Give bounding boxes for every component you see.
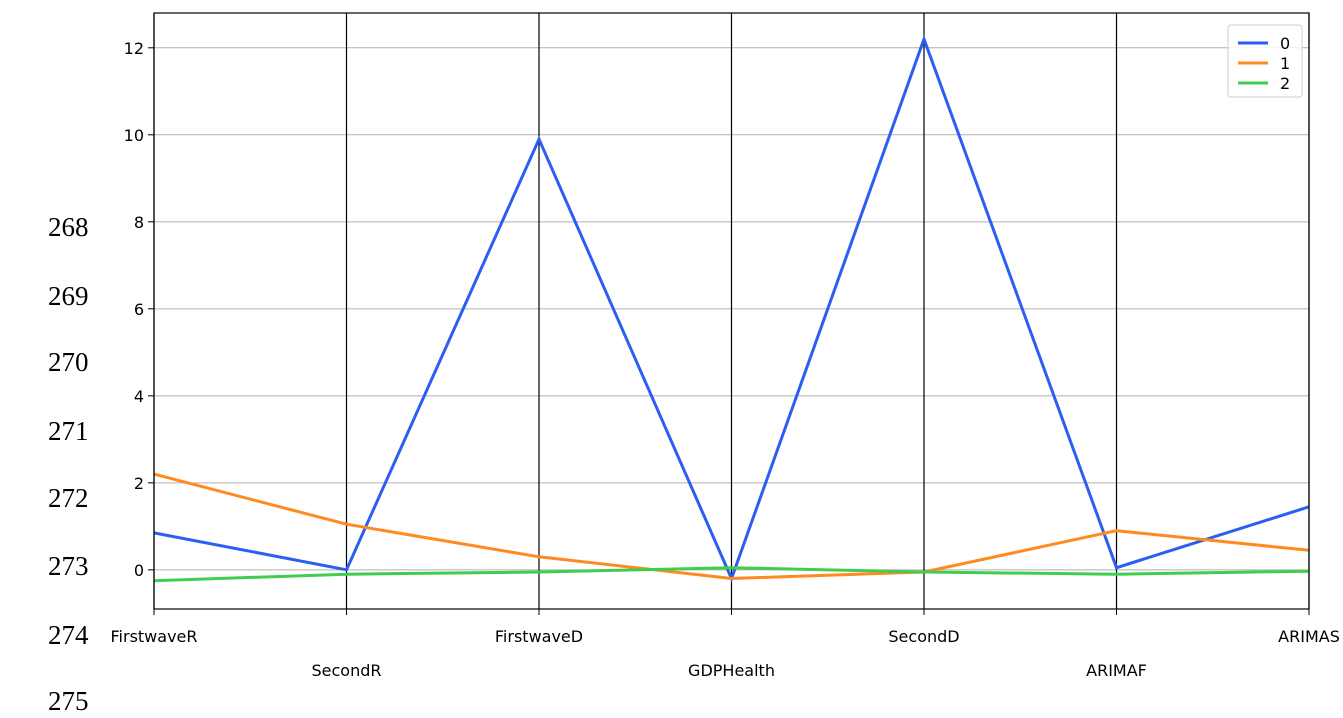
x-tick-label: GDPHealth [688, 661, 775, 680]
line-number: 275 [48, 686, 89, 716]
y-tick-label: 2 [134, 474, 144, 493]
y-tick-label: 0 [134, 561, 144, 580]
legend-box [1227, 24, 1303, 98]
line-number: 273 [48, 551, 89, 581]
x-tick-label: FirstwaveR [111, 627, 198, 646]
y-axis-ticks: 0 2 4 6 8 10 12 [124, 39, 154, 580]
series-line-1 [153, 472, 1310, 581]
legend: 012 [1227, 24, 1303, 98]
line-number: 274 [48, 620, 89, 650]
y-tick-label: 10 [124, 126, 144, 145]
line-number: 269 [48, 281, 89, 311]
line-number: 270 [48, 347, 89, 377]
y-tick-label: 4 [134, 387, 144, 406]
legend-label: 0 [1280, 34, 1290, 53]
x-tick-label: ARIMAS [1278, 627, 1340, 646]
legend-label: 2 [1280, 74, 1290, 93]
line-number: 268 [48, 212, 89, 242]
y-tick-label: 12 [124, 39, 144, 58]
y-tick-label: 6 [134, 300, 144, 319]
line-number: 272 [48, 483, 89, 513]
x-tick-label: SecondD [888, 627, 959, 646]
y-tick-label: 8 [134, 213, 144, 232]
series-line-2 [153, 566, 1310, 583]
legend-label: 1 [1280, 54, 1290, 73]
x-axis-labels: FirstwaveR SecondR FirstwaveD GDPHealth Seco… [111, 609, 1340, 680]
x-tick-label: FirstwaveD [495, 627, 583, 646]
x-tick-label: SecondR [312, 661, 382, 680]
series-lines [153, 34, 1310, 583]
line-number: 271 [48, 416, 89, 446]
x-tick-label: ARIMAF [1086, 661, 1147, 680]
